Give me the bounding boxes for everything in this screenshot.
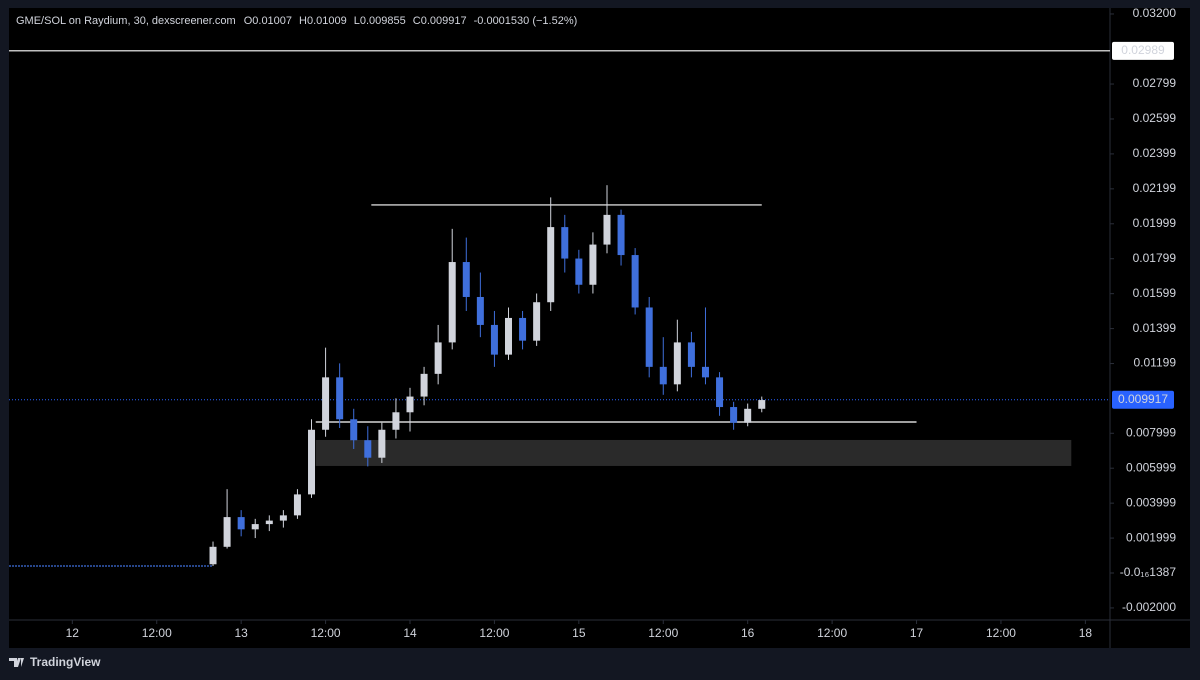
header-text: H <box>299 15 307 27</box>
header-text: C <box>413 15 421 27</box>
y-tick-label: 0.03200 <box>1133 6 1177 20</box>
candle-body <box>279 515 287 521</box>
candle-body <box>533 302 541 341</box>
y-tick-label: 0.02799 <box>1133 76 1177 90</box>
x-tick-label: 12:00 <box>817 626 847 640</box>
x-tick-label: 13 <box>234 626 248 640</box>
y-tick-label: 0.005999 <box>1126 460 1176 474</box>
plot <box>9 50 1110 567</box>
y-tick-label: 0.007999 <box>1126 425 1176 439</box>
y-tick-label: 0.003999 <box>1126 495 1176 509</box>
header-text: O <box>244 15 253 27</box>
plot-area <box>9 8 1110 620</box>
candle-body <box>519 317 527 341</box>
y-tick-label: 0.01799 <box>1133 251 1177 265</box>
y-tick-label: 0.01999 <box>1133 216 1177 230</box>
header-text: 0.009917 <box>421 15 467 27</box>
candle-body <box>434 342 442 374</box>
candle-body <box>758 400 766 409</box>
candle-body <box>265 520 273 525</box>
candle-body <box>462 262 470 297</box>
header-text: L <box>354 15 360 27</box>
candle-body <box>476 296 484 325</box>
candle-body <box>420 373 428 397</box>
candle-body <box>617 214 625 256</box>
header-text: 0.01007 <box>252 15 292 27</box>
time-axis <box>9 620 1190 648</box>
candle-body <box>631 255 639 308</box>
y-tick-label: 0.02199 <box>1133 181 1177 195</box>
candle-body <box>744 408 752 423</box>
x-tick-label: 18 <box>1079 626 1093 640</box>
candle-body <box>716 377 724 408</box>
y-tick-label: 0.02599 <box>1133 111 1177 125</box>
x-tick-label: 14 <box>403 626 417 640</box>
brand: TradingView <box>30 655 101 669</box>
x-tick-label: 12 <box>66 626 80 640</box>
candle-body <box>659 366 667 385</box>
y-tick-label: 0.01199 <box>1134 356 1177 370</box>
y-tick-label: 0.001999 <box>1126 530 1176 544</box>
x-tick-label: 12:00 <box>142 626 172 640</box>
candle-body <box>237 517 245 530</box>
y-tick-label: -0.002000 <box>1122 600 1176 614</box>
candle-body <box>448 262 456 343</box>
y-tick-label: -0.0₁₆1387 <box>1120 565 1177 579</box>
candle-body <box>561 227 569 259</box>
x-tick-label: 12:00 <box>311 626 341 640</box>
header-text: -0.0001530 (−1.52%) <box>474 15 578 27</box>
candle-body <box>223 517 231 547</box>
candle-body <box>547 227 555 303</box>
candle-body <box>322 377 330 430</box>
x-tick-label: 15 <box>572 626 586 640</box>
x-tick-label: 16 <box>741 626 755 640</box>
price-tag <box>1112 390 1174 409</box>
candle-body <box>251 524 259 530</box>
candle-body <box>336 377 344 420</box>
candle-body <box>350 419 358 441</box>
candle-body <box>308 429 316 495</box>
candle-body <box>293 494 301 516</box>
brand-logo <box>9 658 24 667</box>
price-tag-label: 0.02989 <box>1121 43 1165 57</box>
candle-body <box>701 366 709 378</box>
candle-body <box>603 214 611 245</box>
header-text: 0.009855 <box>360 15 406 27</box>
header-text: 0.01009 <box>307 15 347 27</box>
y-tick-label: 0.01599 <box>1133 286 1177 300</box>
candle-body <box>504 317 512 355</box>
price-tag-label: 0.009917 <box>1118 392 1168 406</box>
candle-body <box>575 258 583 285</box>
candle-body <box>673 342 681 385</box>
price-axis <box>1110 8 1190 620</box>
header-text: GME/SOL on Raydium, 30, dexscreener.com <box>16 15 236 27</box>
candle-body <box>364 440 372 458</box>
x-tick-label: 12:00 <box>479 626 509 640</box>
candle-body <box>730 407 738 423</box>
candle-body <box>209 546 217 565</box>
y-tick-label: 0.01399 <box>1133 321 1177 335</box>
x-tick-label: 12:00 <box>986 626 1016 640</box>
candle-body <box>490 324 498 355</box>
candle-body <box>392 412 400 430</box>
price-tag <box>1112 41 1174 60</box>
x-tick-label: 12:00 <box>648 626 678 640</box>
candle-body <box>589 244 597 285</box>
logo-mark <box>9 658 24 667</box>
zone <box>315 439 1072 466</box>
candle-body <box>645 307 653 367</box>
candle-body <box>406 396 414 413</box>
x-tick-label: 17 <box>910 626 924 640</box>
candle-body <box>687 342 695 367</box>
y-tick-label: 0.02399 <box>1133 146 1177 160</box>
candle-body <box>378 429 386 458</box>
